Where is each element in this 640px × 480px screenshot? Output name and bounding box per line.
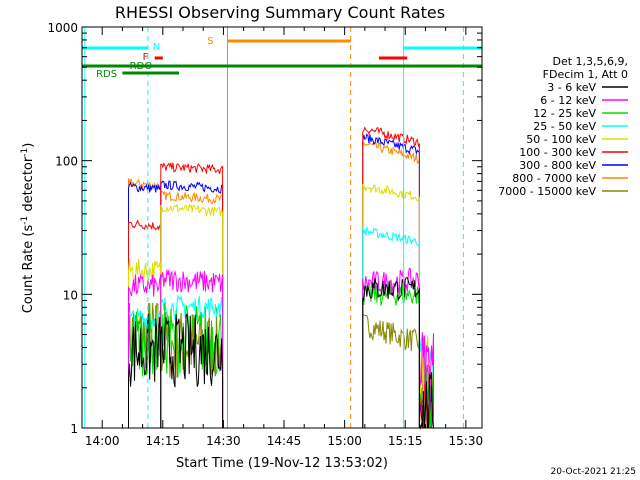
x-tick-label: 15:30 [449,434,484,448]
chart-title: RHESSI Observing Summary Count Rates [115,3,445,22]
plot-frame [81,26,483,429]
night-label: N [153,42,160,53]
legend-header-line1: Det 1,3,5,6,9, [552,55,628,68]
y-axis-label-part3: ) [21,143,36,148]
footer-timestamp: 20-Oct-2021 21:25 [551,467,636,477]
series-line-5 [128,126,434,429]
x-tick-label: 14:30 [206,434,241,448]
y-axis-label-sup2: -1 [20,148,30,157]
x-tick-label: 14:45 [267,434,302,448]
x-tick-label: 14:15 [146,434,181,448]
rds-label: RDS [96,69,117,80]
legend-entry-label: 12 - 25 keV [533,107,596,120]
legend-entry-label: 7000 - 15000 keV [498,185,596,198]
legend-entry-label: 100 - 300 keV [519,146,596,159]
legend-header-line2: FDecim 1, Att 0 [543,68,628,81]
axes-layer: 14:00 14:15 14:30 14:45 15:00 15:15 15:30 1 10 10… [47,21,483,448]
series-line-2 [128,282,434,429]
series-line-1 [128,268,434,429]
y-axis-label-part2: detector [21,156,36,216]
series-line-8 [128,302,434,429]
series-layer [128,126,434,430]
series-line-6 [128,133,434,429]
legend-entry-label: 50 - 100 keV [526,133,596,146]
legend-entry-label: 300 - 800 keV [519,159,596,172]
saa-label: S [207,36,213,47]
y-tick-label: 1 [70,422,78,436]
series-line-0 [128,277,434,430]
legend-entry-label: 3 - 6 keV [547,81,596,94]
legend-entry-label: 25 - 50 keV [533,120,596,133]
legend: Det 1,3,5,6,9, FDecim 1, Att 0 3 - 6 keV… [498,55,628,198]
y-axis-label-sup1: -1 [20,216,30,225]
y-tick-label: 10 [63,288,78,302]
flare-label: F [143,52,149,63]
y-axis-label: Count Rate (s-1 detector-1) [20,143,36,314]
x-tick-label: 14:00 [85,434,120,448]
y-axis-label-part1: Count Rate (s [21,225,36,314]
legend-entry-label: 6 - 12 keV [540,94,596,107]
rdo-label: RDO [130,61,153,72]
y-tick-label: 1000 [47,21,78,35]
x-axis-label: Start Time (19-Nov-12 13:53:02) [176,456,388,471]
x-tick-label: 15:00 [327,434,362,448]
x-tick-label: 15:15 [388,434,423,448]
y-tick-label: 100 [55,155,78,169]
legend-entry-label: 800 - 7000 keV [512,172,596,185]
series-line-4 [128,183,434,429]
